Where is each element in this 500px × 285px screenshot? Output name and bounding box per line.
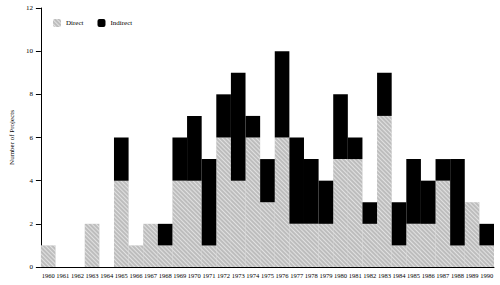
svg-text:Direct: Direct (66, 19, 84, 27)
svg-text:1979: 1979 (319, 272, 332, 279)
svg-text:0: 0 (29, 263, 33, 271)
svg-text:1970: 1970 (188, 272, 201, 279)
svg-text:1969: 1969 (173, 272, 186, 279)
svg-text:1980: 1980 (334, 272, 347, 279)
svg-text:Indirect: Indirect (110, 19, 132, 27)
svg-text:1972: 1972 (217, 272, 230, 279)
svg-text:1987: 1987 (436, 272, 450, 279)
svg-text:6: 6 (29, 134, 33, 142)
svg-text:1974: 1974 (246, 272, 260, 279)
svg-text:1976: 1976 (276, 272, 290, 279)
svg-text:10: 10 (26, 47, 34, 55)
svg-text:1961: 1961 (56, 272, 69, 279)
svg-text:1963: 1963 (86, 272, 99, 279)
svg-text:1960: 1960 (42, 272, 55, 279)
svg-text:2: 2 (29, 220, 33, 228)
svg-text:1968: 1968 (159, 272, 172, 279)
svg-text:1984: 1984 (392, 272, 406, 279)
svg-text:1983: 1983 (378, 272, 391, 279)
svg-text:1967: 1967 (144, 272, 158, 279)
svg-text:1966: 1966 (129, 272, 143, 279)
svg-text:1981: 1981 (349, 272, 362, 279)
svg-text:1977: 1977 (290, 272, 304, 279)
svg-text:1975: 1975 (261, 272, 274, 279)
svg-text:1985: 1985 (407, 272, 420, 279)
svg-text:1965: 1965 (115, 272, 128, 279)
svg-text:12: 12 (26, 4, 34, 12)
svg-text:1989: 1989 (466, 272, 479, 279)
svg-text:1962: 1962 (71, 272, 84, 279)
svg-text:1978: 1978 (305, 272, 318, 279)
svg-text:1971: 1971 (202, 272, 215, 279)
svg-text:1988: 1988 (451, 272, 464, 279)
svg-text:1990: 1990 (480, 272, 493, 279)
svg-text:1964: 1964 (100, 272, 114, 279)
svg-text:1973: 1973 (232, 272, 245, 279)
svg-text:Number of Projects: Number of Projects (8, 110, 16, 165)
svg-text:1986: 1986 (422, 272, 436, 279)
svg-text:1982: 1982 (363, 272, 376, 279)
svg-text:4: 4 (29, 177, 33, 185)
svg-text:8: 8 (29, 90, 33, 98)
